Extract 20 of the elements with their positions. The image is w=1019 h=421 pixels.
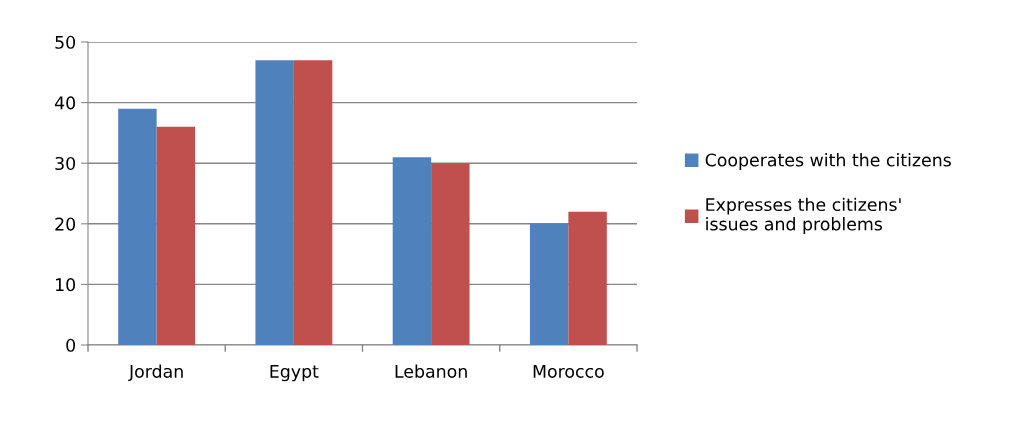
legend-label: Expresses the citizens' issues and problems <box>706 197 901 234</box>
y-tick-label: 50 <box>55 35 76 49</box>
y-tick-label: 10 <box>56 278 76 292</box>
y-tick-label: 0 <box>66 338 76 352</box>
bar <box>568 211 607 345</box>
bar <box>293 60 333 345</box>
bar <box>529 223 569 345</box>
bar <box>255 60 294 345</box>
x-tick-label: Jordan <box>128 364 183 382</box>
legend-label: Cooperates with the citizens <box>705 153 951 170</box>
bar <box>118 108 157 345</box>
x-tick-label: Egypt <box>270 364 319 382</box>
bar <box>392 157 432 345</box>
y-tick-label: 30 <box>55 156 76 171</box>
x-tick-label: Morocco <box>533 364 604 378</box>
bar <box>431 163 470 345</box>
y-tick-label: 40 <box>54 96 76 110</box>
y-tick-label: 20 <box>55 217 76 231</box>
x-tick-label: Lebanon <box>395 364 467 378</box>
bar <box>156 126 196 345</box>
